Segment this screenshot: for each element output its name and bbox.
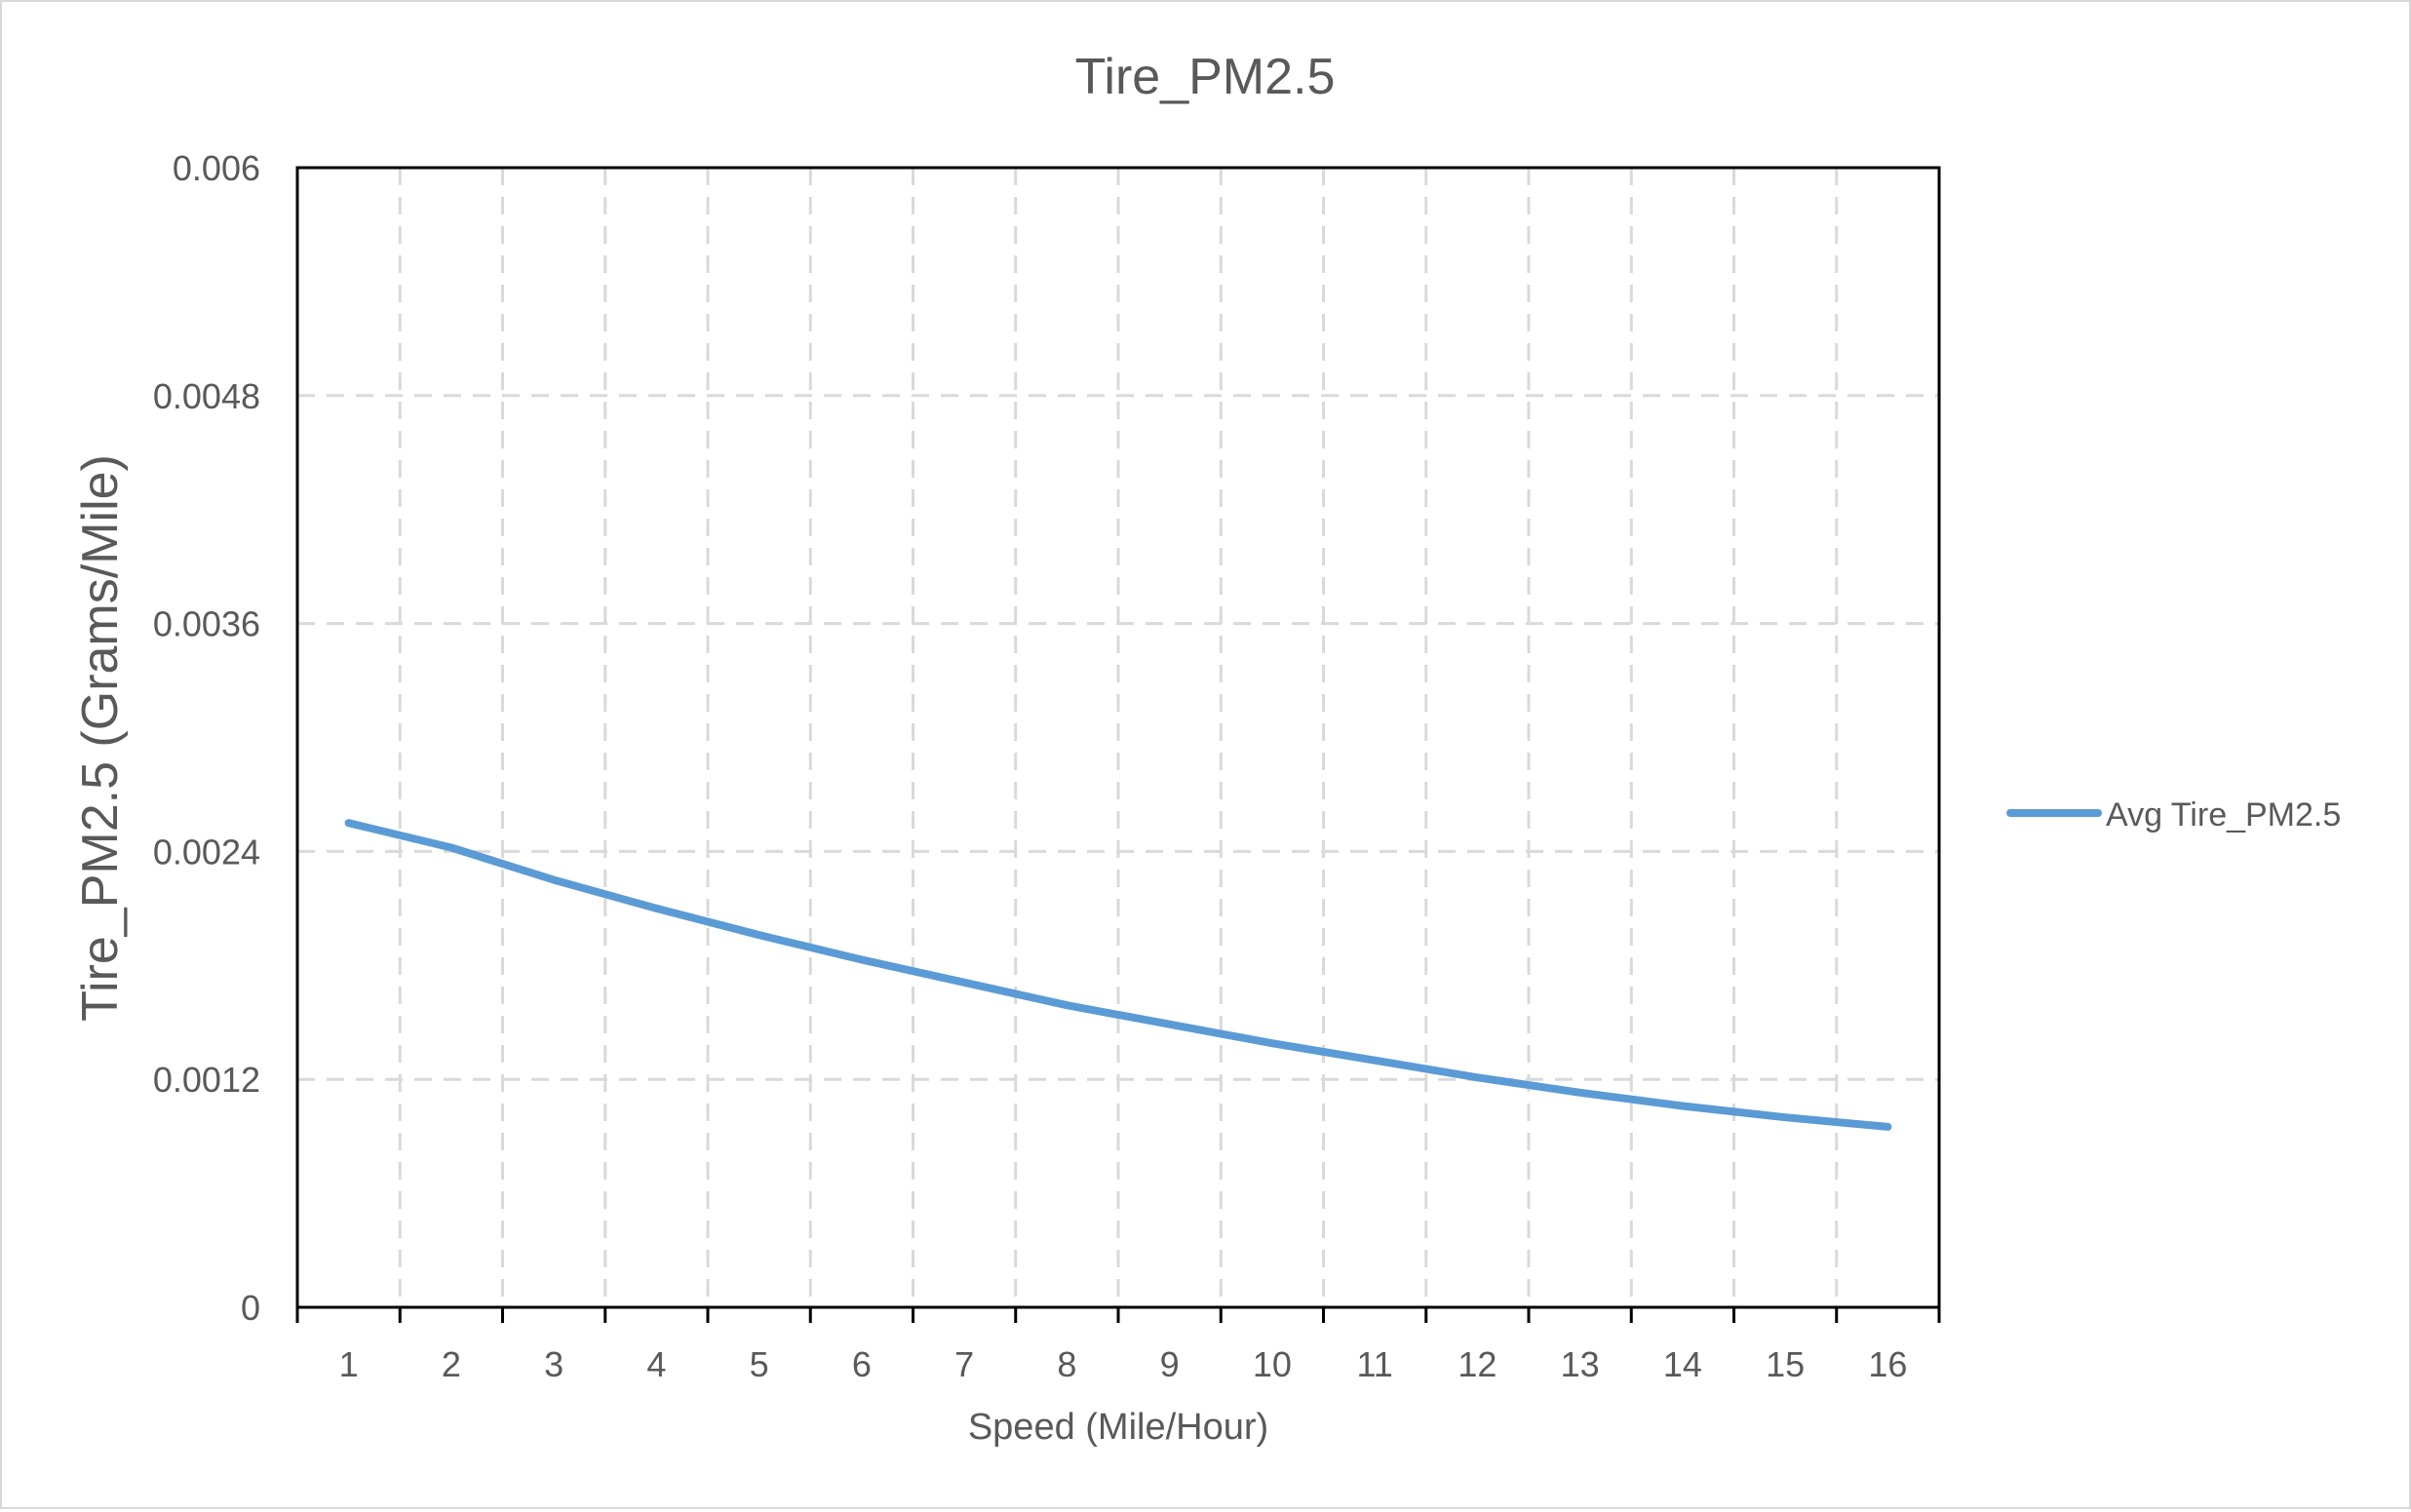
y-axis-label: Tire_PM2.5 (Grams/Mile): [72, 454, 129, 1022]
x-tick-label: 11: [1356, 1344, 1392, 1384]
y-tick-label: 0.0048: [153, 376, 260, 416]
x-tick-label: 9: [1160, 1344, 1180, 1384]
series-line: [344, 819, 1892, 1131]
x-tick-label: 5: [750, 1344, 769, 1384]
y-tick-label: 0.006: [173, 148, 260, 188]
y-tick-label: 0: [241, 1288, 260, 1328]
x-tick-label: 6: [852, 1344, 872, 1384]
y-axis-tick-labels: 0 0.0012 0.0024 0.0036 0.0048 0.006: [153, 148, 260, 1328]
chart-title: Tire_PM2.5: [1075, 49, 1336, 105]
y-tick-label: 0.0012: [153, 1060, 260, 1100]
x-tick-label: 1: [339, 1344, 359, 1384]
legend: Avg Tire_PM2.5: [2006, 796, 2341, 834]
x-axis-label: Speed (Mile/Hour): [968, 1407, 1268, 1448]
x-tick-label: 12: [1458, 1344, 1497, 1384]
x-tick-label: 14: [1663, 1344, 1702, 1384]
series-lines: [344, 819, 1892, 1131]
x-tick-label: 3: [544, 1344, 564, 1384]
y-tick-label: 0.0024: [153, 832, 260, 872]
x-tick-label: 2: [442, 1344, 461, 1384]
y-tick-label: 0.0036: [153, 604, 260, 644]
grid-lines: [297, 168, 1939, 1307]
x-tick-label: 10: [1253, 1344, 1292, 1384]
x-tick-label: 8: [1057, 1344, 1076, 1384]
x-tick-label: 7: [954, 1344, 974, 1384]
x-tick-label: 15: [1766, 1344, 1805, 1384]
x-axis-tick-labels: 1 2 3 4 5 6 7 8 9 10 11 12 13 14 15 16: [295, 1307, 1941, 1384]
x-tick-label: 13: [1561, 1344, 1600, 1384]
x-tick-label: 4: [646, 1344, 666, 1384]
x-tick-label: 16: [1868, 1344, 1907, 1384]
legend-label: Avg Tire_PM2.5: [2106, 796, 2341, 834]
